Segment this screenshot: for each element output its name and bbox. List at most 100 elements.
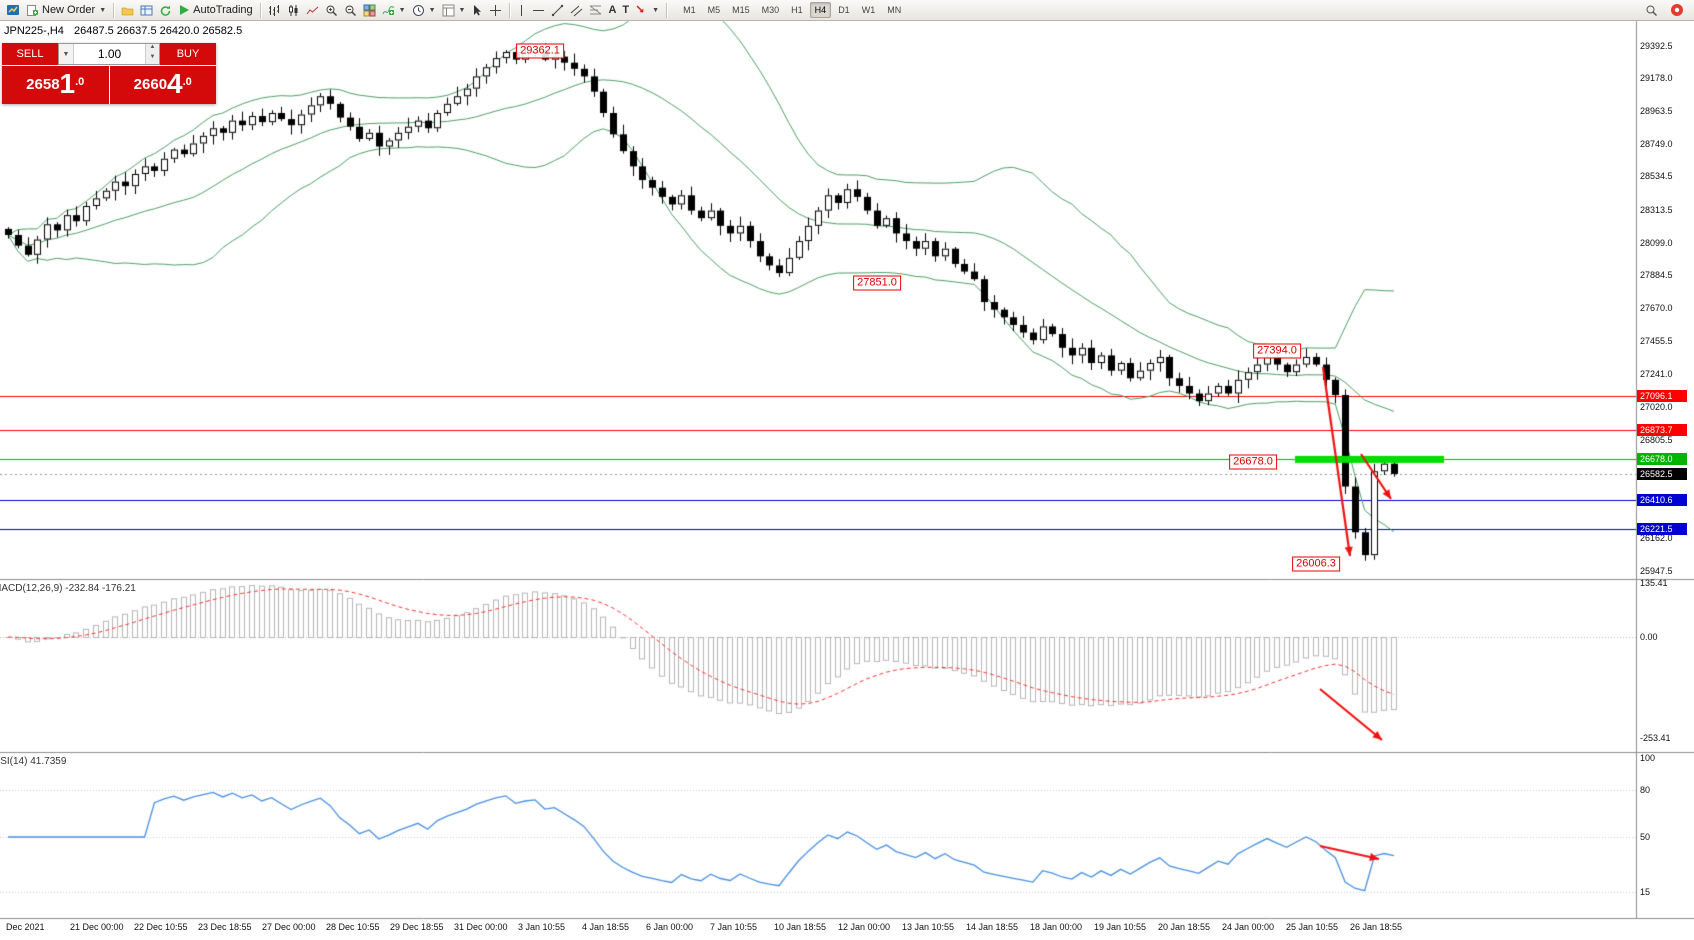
time-tick: 21 Dec 00:00 [70,922,124,932]
axis-tick: 28099.0 [1640,237,1673,248]
fibonacci-tool-icon[interactable] [586,2,605,19]
market-watch-icon[interactable] [137,2,156,19]
app-icon [3,2,23,19]
sell-button[interactable]: 2658 1.0 [2,66,109,104]
timeframe-mn-button[interactable]: MN [887,5,902,15]
axis-tick: 28313.5 [1640,205,1673,216]
search-icon[interactable] [1642,2,1661,19]
bar-chart-icon[interactable] [265,2,284,19]
chevron-down-icon: ▼ [99,6,107,14]
time-tick: 25 Jan 10:55 [1286,922,1339,932]
price-annotation[interactable]: 26006.3 [1292,556,1340,572]
volume-dropdown-button[interactable]: ▼ [59,44,74,64]
time-tick: 23 Dec 18:55 [198,922,252,932]
main-toolbar: New Order ▼ AutoTrading ▼ ▼ ▼ A T ▼ M1 [0,0,1694,21]
candlestick-chart-icon[interactable] [284,2,303,19]
templates-button[interactable]: ▼ [439,2,469,19]
time-tick: 19 Jan 10:55 [1094,922,1147,932]
tile-windows-icon[interactable] [360,2,379,19]
time-tick: 14 Jan 18:55 [966,922,1019,932]
time-tick: 10 Jan 18:55 [774,922,827,932]
axis-tick: 26805.5 [1640,434,1673,445]
buy-header[interactable]: BUY [160,43,216,65]
time-tick: 6 Jan 00:00 [646,922,694,932]
chart-quote-line: JPN225-,H4 26487.5 26637.5 26420.0 26582… [4,25,249,37]
price-annotation[interactable]: 29362.1 [516,43,564,59]
time-tick: 24 Jan 00:00 [1222,922,1275,932]
axis-tick: 27670.0 [1640,303,1673,314]
refresh-icon[interactable] [156,2,175,19]
toolbar-separator [666,2,668,18]
time-axis[interactable]: Dec 2021 21 Dec 00:00 22 Dec 10:55 23 Dec 1… [0,919,1694,940]
sell-header[interactable]: SELL [2,43,58,65]
autotrading-button[interactable]: AutoTrading [175,2,256,19]
trendline-tool-icon[interactable] [548,2,567,19]
price-annotation[interactable]: 27394.0 [1253,343,1301,359]
timeframe-h4-button[interactable]: H4 [809,2,832,18]
cursor-icon[interactable] [468,2,486,19]
time-tick: 22 Dec 10:55 [134,922,188,932]
vertical-line-tool-icon[interactable] [514,2,529,19]
spinner-up-icon[interactable]: ▲ [146,44,159,54]
price-badge: 26678.0 [1637,453,1687,466]
axis-tick: 27455.5 [1640,335,1673,346]
zoom-out-icon[interactable] [341,2,360,19]
label-tool-icon[interactable]: T [622,3,630,16]
indicators-icon [382,5,394,15]
chevron-down-icon: ▼ [652,6,660,14]
time-tick: 4 Jan 18:55 [582,922,630,932]
price-axis[interactable]: 29392.5 29178.0 28963.5 28749.0 28534.5 28313… [1637,0,1694,940]
chevron-down-icon: ▼ [398,6,406,14]
zoom-in-icon[interactable] [322,2,341,19]
axis-tick: 28963.5 [1640,105,1673,116]
timeframe-d1-button[interactable]: D1 [838,5,850,15]
crosshair-icon[interactable] [486,2,505,19]
buy-price-main: 2660 [133,76,168,93]
profile-icon[interactable] [118,2,137,19]
volume-spinner[interactable]: ▲ ▼ [145,44,159,64]
channel-tool-icon[interactable] [567,2,586,19]
timeframe-m15-button[interactable]: M15 [732,5,750,15]
timeframe-m5-button[interactable]: M5 [707,5,721,15]
timeframe-toolbar: M1 M5 M15 M30 H1 H4 D1 W1 MN [677,2,907,18]
buy-price-big: 4 [167,68,183,99]
toolbar-separator [113,2,115,18]
time-tick: 12 Jan 00:00 [838,922,891,932]
timeframe-m1-button[interactable]: M1 [683,5,696,15]
axis-tick: 27241.0 [1640,368,1673,379]
periods-button[interactable]: ▼ [409,2,439,19]
time-tick: Dec 2021 [6,922,45,932]
timeframe-w1-button[interactable]: W1 [861,5,876,15]
timeframe-m30-button[interactable]: M30 [761,5,780,15]
price-annotation[interactable]: 26678.0 [1229,454,1277,470]
trade-panel-header-row: SELL ▼ ▲▼ BUY [2,43,216,65]
trade-panel-price-row: 2658 1.0 2660 4.0 [2,66,216,104]
price-badge: 26221.5 [1637,522,1687,535]
chevron-down-icon: ▼ [458,6,466,14]
line-chart-icon[interactable] [303,2,322,19]
price-badge: 26410.6 [1637,494,1687,507]
time-tick: 7 Jan 10:55 [710,922,758,932]
text-tool-icon[interactable]: A [608,3,617,16]
price-badge: 26582.5 [1637,467,1687,480]
spinner-down-icon[interactable]: ▼ [146,54,159,64]
community-icon[interactable] [1667,2,1687,19]
timeframe-h1-button[interactable]: H1 [791,5,803,15]
price-annotation[interactable]: 27851.0 [853,275,901,291]
buy-button[interactable]: 2660 4.0 [109,66,216,104]
time-tick: 20 Jan 18:55 [1158,922,1211,932]
price-badge: 27096.1 [1637,389,1687,402]
indicators-button[interactable]: ▼ [379,2,409,19]
volume-input[interactable] [74,44,145,64]
toolbar-right-group [1642,2,1691,19]
rsi-indicator-label: RSI(14) 41.7359 [0,756,67,767]
time-tick: 27 Dec 00:00 [262,922,316,932]
horizontal-line-tool-icon[interactable] [529,2,548,19]
new-order-button[interactable]: New Order ▼ [23,2,109,19]
toolbar-separator [509,2,511,18]
arrows-tool-button[interactable]: ▼ [632,2,662,19]
time-tick: 29 Dec 18:55 [390,922,444,932]
